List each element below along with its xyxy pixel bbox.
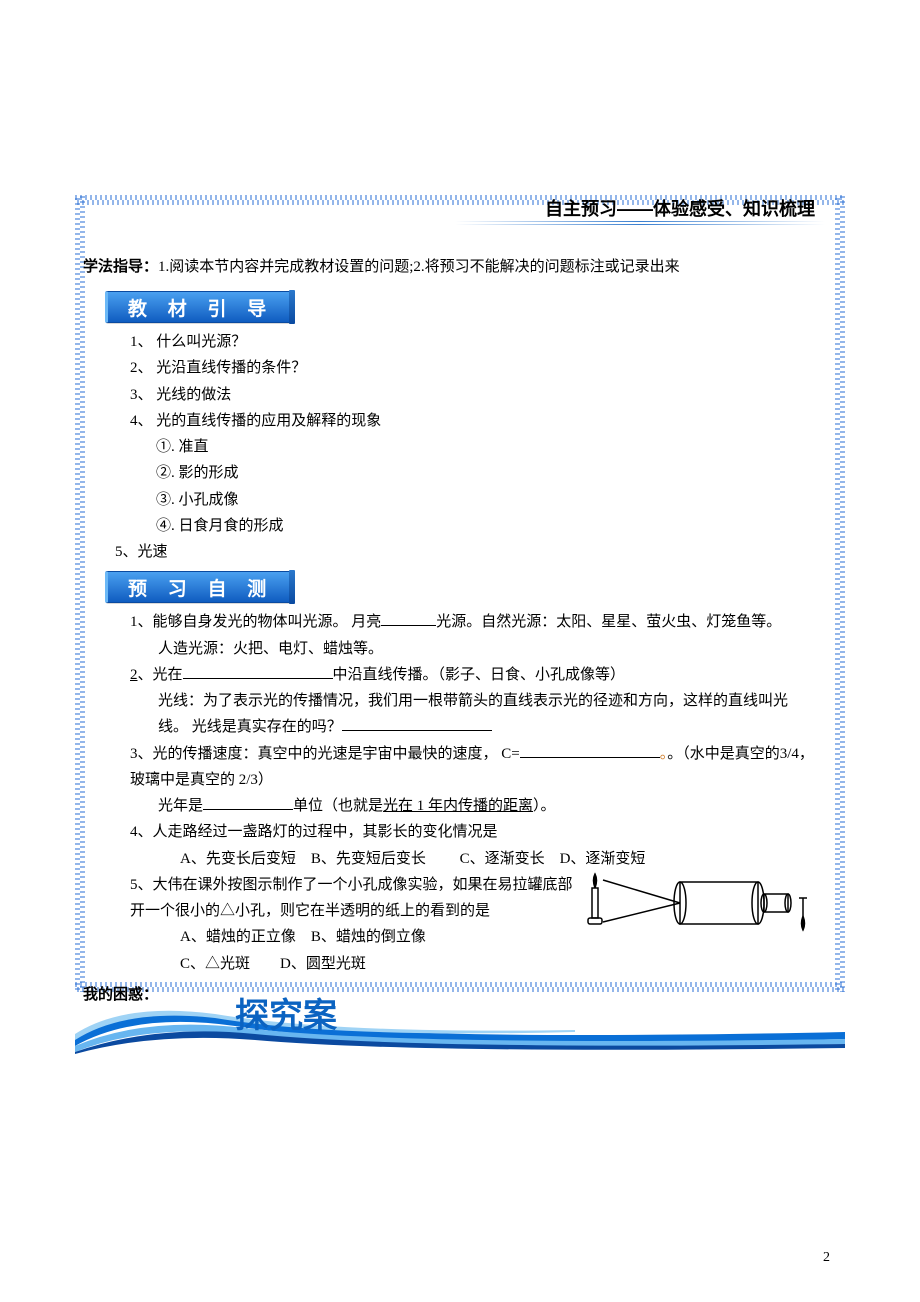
method-guide-text: 1.阅读本节内容并完成教材设置的问题;2.将预习不能解决的问题标注或记录出来 xyxy=(158,259,680,275)
guide-item: 2、 光沿直线传播的条件？ xyxy=(130,355,815,381)
q4: 4、人走路经过一盏路灯的过程中，其影长的变化情况是 xyxy=(130,819,815,845)
q4-opts-text: A、先变长后变短 B、先变短后变长 C、逐渐变长 D、逐渐变短 xyxy=(180,851,645,867)
guide-item: 3、 光线的做法 xyxy=(130,382,815,408)
q1: 1、能够自身发光的物体叫光源。 月亮 光源。自然光源：太阳、星星、萤火虫、灯笼鱼等… xyxy=(130,609,815,635)
guide-item: 1、 什么叫光源？ xyxy=(130,329,815,355)
q3-underlined: 光在 1 年内传播的距离 xyxy=(383,798,533,814)
badge-material-guide: 教 材 引 导 xyxy=(105,291,291,323)
badge-label: 预 习 自 测 xyxy=(105,571,291,603)
q1-text: 光源。自然光源：太阳、星星、萤火虫、灯笼鱼等。 xyxy=(436,614,781,630)
q2-text: 、光在 xyxy=(138,667,183,683)
banner-title: 自主预习——体验感受、知识梳理 xyxy=(545,195,815,221)
guide-sub: ①. 准直 xyxy=(130,434,815,460)
q3-cont: 光年是 单位（也就是光在 1 年内传播的距离）。 xyxy=(130,793,815,819)
blank xyxy=(520,742,660,758)
guide-last: 5、光速 xyxy=(75,539,845,565)
banner-decor xyxy=(455,224,825,225)
q5-text: 5、大伟在课外按图示制作了一个小孔成像实验，如果在易拉罐底部开一个很小的△小孔，… xyxy=(130,877,573,919)
material-guide-body: 1、 什么叫光源？ 2、 光沿直线传播的条件？ 3、 光线的做法 4、 光的直线… xyxy=(75,329,845,539)
blank xyxy=(381,610,436,626)
q1-text: 1、能够自身发光的物体叫光源。 月亮 xyxy=(130,614,381,630)
self-test-body: 1、能够自身发光的物体叫光源。 月亮 光源。自然光源：太阳、星星、萤火虫、灯笼鱼等… xyxy=(75,609,845,977)
blank xyxy=(342,715,492,731)
pinhole-diagram xyxy=(585,868,815,957)
q2-cont: 光线：为了表示光的传播情况，我们用一根带箭头的直线表示光的径迹和方向，这样的直线… xyxy=(130,688,815,741)
guide-sub: ③. 小孔成像 xyxy=(130,487,815,513)
blank xyxy=(183,663,333,679)
badge-bar xyxy=(289,290,295,324)
q3-text: 单位（也就是 xyxy=(293,798,383,814)
q3-text: ）。 xyxy=(533,798,556,814)
page-number: 2 xyxy=(823,1250,830,1266)
banner-decor xyxy=(455,221,825,222)
q1-cont: 人造光源：火把、电灯、蜡烛等。 xyxy=(130,636,815,662)
q3-text: 光年是 xyxy=(158,798,203,814)
guide-sub: ②. 影的形成 xyxy=(130,460,815,486)
guide-sub: ④. 日食月食的形成 xyxy=(130,513,815,539)
q3: 3、光的传播速度：真空中的光速是宇宙中最快的速度， C=。。（水中是真空的3/4… xyxy=(130,741,815,794)
badge-self-test: 预 习 自 测 xyxy=(105,571,291,603)
badge-bar xyxy=(289,570,295,604)
blank xyxy=(203,794,293,810)
q3-text: 3、光的传播速度：真空中的光速是宇宙中最快的速度， C= xyxy=(130,746,520,762)
guide-item: 4、 光的直线传播的应用及解释的现象 xyxy=(130,408,815,434)
q2-text: 中沿直线传播。（影子、日食、小孔成像等） xyxy=(333,667,626,683)
method-guide-label: 学法指导： xyxy=(83,259,158,275)
self-study-banner: 自主预习——体验感受、知识梳理 xyxy=(75,195,845,245)
q2: 2、光在 中沿直线传播。（影子、日食、小孔成像等） xyxy=(130,662,815,688)
badge-label: 教 材 引 导 xyxy=(105,291,291,323)
q2-num: 2 xyxy=(130,667,138,683)
my-confusion-label: 我的困惑： xyxy=(83,983,845,1004)
method-guide: 学法指导：1.阅读本节内容并完成教材设置的问题;2.将预习不能解决的问题标注或记… xyxy=(83,255,837,279)
